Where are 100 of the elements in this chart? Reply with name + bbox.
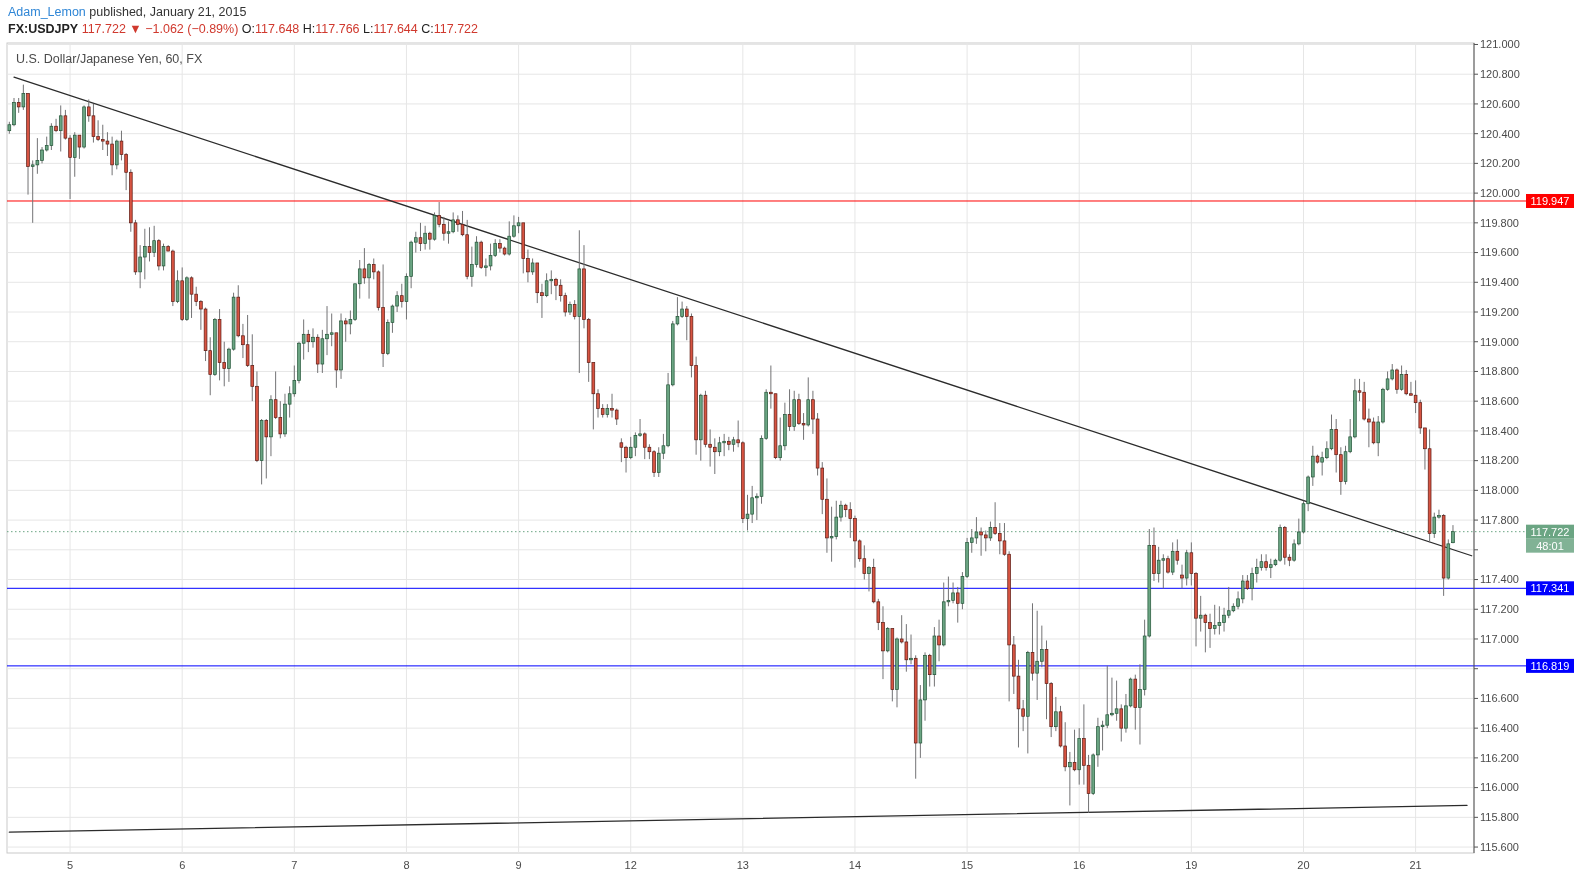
candlestick (937, 619, 941, 662)
y-tick-label: 118.600 (1480, 395, 1519, 408)
x-tick-label: 20 (1297, 858, 1310, 871)
candlestick (77, 134, 82, 160)
candlestick (1119, 703, 1124, 743)
ref-line-label: 117.722 (1530, 525, 1570, 538)
candlestick (264, 418, 269, 479)
candlestick (909, 634, 913, 665)
candlestick (1269, 558, 1273, 579)
y-tick-label: 118.000 (1480, 484, 1519, 497)
candlestick (152, 225, 156, 258)
text: Adam_Lemon published, January 21, 2015 (8, 5, 247, 19)
x-tick-label: 5 (67, 858, 74, 871)
candlestick (1030, 602, 1035, 682)
candlestick (848, 501, 853, 539)
candlestick (343, 317, 348, 343)
candlestick (1161, 553, 1166, 589)
y-tick-label: 118.800 (1480, 365, 1519, 378)
candlestick (35, 137, 40, 175)
candlestick (367, 262, 371, 300)
text: 48:01 (1536, 539, 1564, 552)
candlestick (306, 329, 311, 353)
y-tick-label: 119.000 (1480, 335, 1519, 348)
candlestick (423, 225, 427, 251)
y-tick-label: 115.600 (1480, 840, 1519, 853)
x-tick-label: 16 (1073, 858, 1086, 871)
candlestick (1203, 613, 1208, 653)
candlestick (787, 388, 792, 432)
candlestick (72, 131, 77, 178)
candlestick (1170, 541, 1175, 576)
y-tick-label: 116.200 (1480, 751, 1519, 764)
candlestick (572, 299, 577, 320)
ref-line-label: 117.341 (1530, 582, 1570, 595)
y-tick-label: 116.400 (1480, 722, 1519, 735)
x-tick-label: 9 (515, 858, 522, 871)
candlestick (362, 247, 367, 285)
candlestick (1264, 553, 1268, 572)
candlestick (91, 103, 96, 144)
y-tick-label: 119.800 (1480, 216, 1519, 229)
candlestick (400, 283, 404, 309)
y-tick-label: 117.400 (1480, 573, 1519, 586)
y-tick-label: 116.600 (1480, 692, 1519, 705)
text: U.S. Dollar/Japanese Yen, 60, FX (16, 52, 203, 66)
candlestick (1068, 751, 1072, 806)
candlestick (1175, 538, 1180, 566)
candlestick (956, 586, 960, 624)
y-tick-label: 118.400 (1480, 424, 1519, 437)
y-tick-label: 117.000 (1480, 632, 1519, 645)
candlestick (633, 431, 638, 457)
candlestick (49, 122, 54, 151)
candlestick (885, 626, 890, 653)
candlestick (418, 222, 423, 252)
candlestick (30, 159, 35, 224)
candlestick (549, 269, 554, 295)
candlestick (619, 437, 624, 463)
candlestick (927, 653, 932, 688)
x-tick-label: 8 (403, 858, 410, 871)
candlestick (446, 220, 451, 245)
x-tick-label: 14 (848, 858, 862, 871)
candlestick (278, 400, 283, 439)
y-tick-label: 117.200 (1480, 603, 1519, 616)
x-tick-label: 19 (1185, 858, 1198, 871)
candlestick (161, 243, 166, 271)
x-tick-label: 13 (736, 858, 749, 871)
candlestick (189, 275, 194, 319)
y-tick-label: 120.200 (1480, 157, 1520, 170)
ref-line-label: 119.947 (1530, 194, 1570, 207)
y-tick-label: 117.800 (1480, 513, 1519, 526)
candlestick (544, 272, 549, 298)
y-tick-label: 120.000 (1480, 186, 1520, 199)
candlestick (115, 139, 119, 170)
candlestick (1156, 546, 1161, 583)
candlestick (147, 226, 152, 262)
x-tick-label: 6 (179, 858, 186, 871)
candlestick (1114, 680, 1119, 722)
y-tick-label: 121.000 (1480, 38, 1520, 51)
candlestick (862, 544, 867, 581)
candlestick (1240, 574, 1245, 604)
y-tick-label: 120.800 (1480, 68, 1520, 81)
y-tick-label: 116.000 (1480, 781, 1519, 794)
ref-line-label: 116.819 (1530, 659, 1570, 672)
candlestick (1226, 586, 1231, 619)
y-tick-label: 115.800 (1480, 811, 1519, 824)
y-tick-label: 118.200 (1480, 454, 1519, 467)
candlestick (58, 104, 63, 152)
candlestick (904, 623, 909, 673)
candlestick (175, 269, 180, 304)
candlestick (311, 327, 315, 349)
candlestick (1198, 595, 1203, 633)
candlestick (1054, 696, 1058, 732)
candlestick (1217, 605, 1222, 636)
x-tick-label: 15 (960, 858, 974, 871)
y-tick-label: 120.400 (1480, 127, 1520, 140)
candlestick (717, 436, 722, 457)
text: FX:USDJPY 117.722 ▼ −1.062 (−0.89%) O:117.648 H:117.766 L:117.644 C:117.722 (8, 22, 478, 36)
candlestick (1212, 604, 1217, 636)
candlestick (628, 436, 633, 460)
candlestick (867, 565, 871, 592)
candlestick (1180, 564, 1184, 589)
y-tick-label: 119.600 (1480, 246, 1519, 259)
